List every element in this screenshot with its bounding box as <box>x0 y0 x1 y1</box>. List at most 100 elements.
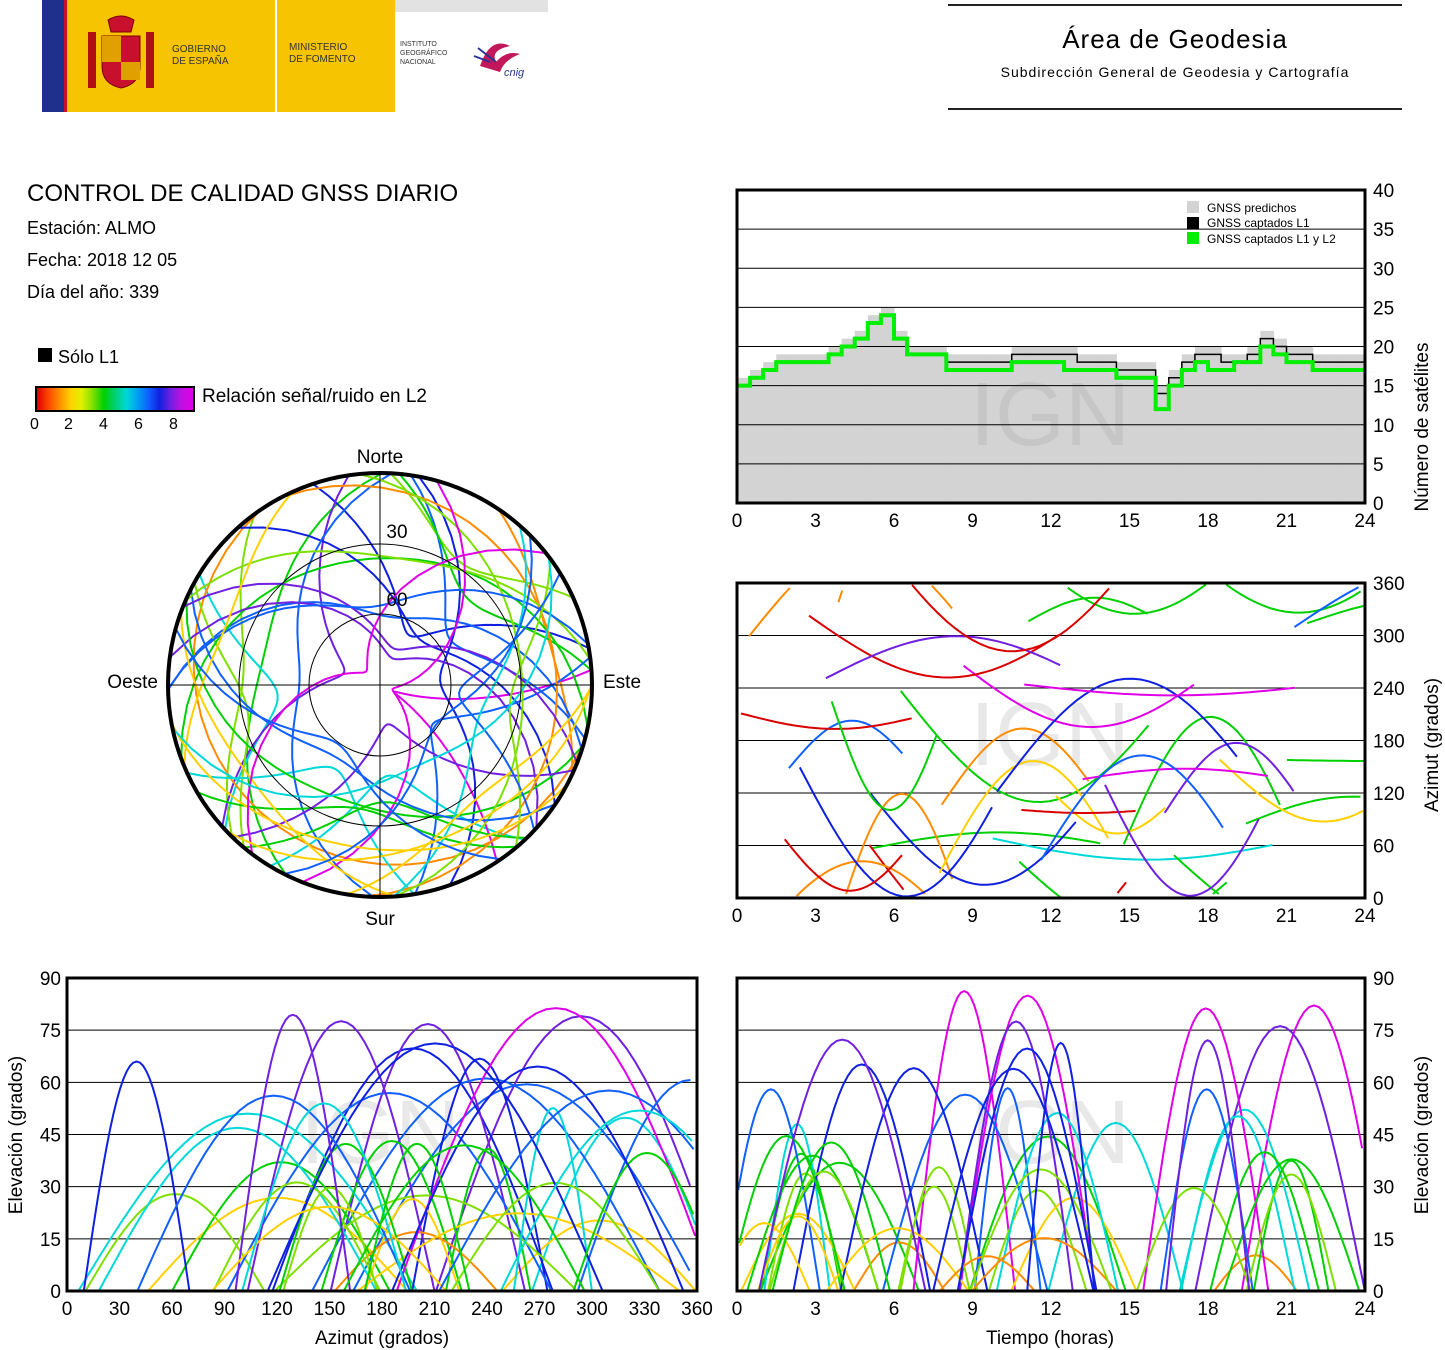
elevation-time-track <box>912 989 1017 1292</box>
x-tick-label: 18 <box>1197 1299 1218 1320</box>
sky-track <box>186 765 416 895</box>
predicted-bar <box>763 362 777 503</box>
elevation-time-track <box>1047 1121 1184 1292</box>
sky-track <box>185 598 585 819</box>
predicted-bar <box>750 369 764 503</box>
snr-colorbar <box>35 386 195 412</box>
y-tick-label: 75 <box>1373 1021 1394 1042</box>
et-tracks <box>737 989 1366 1292</box>
predicted-bar <box>985 354 1000 503</box>
elevation-azimuth-track <box>576 1079 691 1292</box>
x-tick-label: 270 <box>524 1299 556 1320</box>
sky-track <box>189 588 556 822</box>
y-tick-label: 90 <box>1373 969 1394 990</box>
az-y-ticks: 0 60 120 180 240 300 360 <box>1373 574 1405 910</box>
elevation-time-track <box>969 1168 1113 1292</box>
y-tick-label: 0 <box>1373 889 1384 910</box>
snr-tick: 4 <box>99 416 108 433</box>
sky-track <box>174 627 501 861</box>
predicted-bar <box>1155 385 1170 503</box>
y-tick-label: 40 <box>1373 181 1394 202</box>
snr-tick: 6 <box>134 416 143 433</box>
azimuth-track <box>783 838 903 892</box>
predicted-bar <box>959 354 973 503</box>
azimuth-track <box>748 585 953 897</box>
sky-track <box>169 601 539 829</box>
azimuth-track <box>837 590 954 895</box>
y-tick-label: 30 <box>40 1178 61 1199</box>
elevation-time-track <box>938 1255 1036 1292</box>
elevation-time-track <box>995 1111 1119 1292</box>
predicted-bar <box>894 330 908 503</box>
predicted-bar <box>972 354 987 503</box>
logo-separator <box>275 0 277 112</box>
predicted-bar <box>1273 338 1287 503</box>
x-tick-label: 21 <box>1276 906 1297 927</box>
elevation-time-track <box>738 1222 811 1292</box>
predicted-bar <box>1221 354 1235 503</box>
x-tick-label: 0 <box>62 1299 73 1320</box>
x-tick-label: 21 <box>1276 1299 1297 1320</box>
elevation-azimuth-track <box>136 1094 412 1292</box>
predicted-bar <box>1129 362 1144 503</box>
y-tick-label: 0 <box>50 1282 61 1303</box>
elevation-azimuth-track <box>363 1142 471 1292</box>
et-xlabel: Tiempo (horas) <box>986 1328 1114 1349</box>
elevation-azimuth-chart: IGN 0 30 60 90 120 150 180 210 240 270 300 330 360 0… <box>6 969 713 1349</box>
report-title: CONTROL DE CALIDAD GNSS DIARIO <box>27 180 459 207</box>
elevation-time-track <box>956 1047 1098 1292</box>
ministerio-text: MINISTERIO DE FOMENTO <box>289 42 356 65</box>
y-tick-label: 15 <box>1373 1230 1394 1251</box>
elevation-time-track <box>987 1189 1088 1292</box>
predicted-bar <box>1260 330 1274 503</box>
elevation-azimuth-track <box>211 1205 447 1292</box>
elevation-time-track <box>1252 1159 1330 1292</box>
elevation-time-track <box>1245 1173 1337 1292</box>
x-tick-label: 15 <box>1119 906 1140 927</box>
elevation-azimuth-track <box>234 1013 352 1292</box>
y-tick-label: 35 <box>1373 220 1394 241</box>
satellite-count-chart: IGN 0 3 6 9 12 15 18 21 24 0 5 10 15 20 25 30 35 40 Núme… <box>732 181 1433 532</box>
azimuth-track <box>1040 754 1224 861</box>
direction-east: Este <box>603 672 641 693</box>
elevation-azimuth-track <box>411 1057 549 1292</box>
sky-track <box>458 572 561 831</box>
predicted-bar <box>1168 369 1183 503</box>
azimuth-track <box>825 635 1061 680</box>
header-bottom-rule <box>948 108 1402 110</box>
x-tick-label: 3 <box>810 906 821 927</box>
elevation-time-track <box>737 1088 821 1292</box>
ea-xlabel: Azimut (grados) <box>315 1328 449 1349</box>
elevation-time-track <box>792 1063 932 1292</box>
elevation-time-track <box>958 1020 1074 1292</box>
x-tick-label: 9 <box>967 511 978 532</box>
sky-track <box>232 723 575 839</box>
x-tick-label: 0 <box>732 1299 743 1320</box>
elevation-time-track <box>1142 1007 1270 1292</box>
legend-l1l2-swatch <box>1187 232 1199 244</box>
ministerio-panel <box>277 0 395 112</box>
predicted-bar <box>802 354 816 503</box>
x-tick-label: 0 <box>732 906 743 927</box>
sky-track <box>226 513 256 838</box>
y-tick-label: 240 <box>1373 679 1405 700</box>
elevation-time-track <box>1240 1004 1364 1292</box>
x-tick-label: 330 <box>629 1299 661 1320</box>
az-ylabel: Azimut (grados) <box>1422 678 1443 812</box>
elevation-azimuth-track <box>241 1102 408 1292</box>
az-frame <box>735 581 1367 900</box>
predicted-bar <box>1077 354 1091 503</box>
predicted-bar <box>880 307 895 503</box>
y-tick-label: 15 <box>40 1230 61 1251</box>
snr-tick: 8 <box>169 416 178 433</box>
x-tick-label: 9 <box>967 906 978 927</box>
azimuth-track <box>1219 758 1364 823</box>
elevation-time-track <box>973 1086 1042 1292</box>
azimuth-track <box>808 614 1060 679</box>
cnig-logo-icon: cnig <box>473 43 525 79</box>
elevation-azimuth-track <box>311 1077 661 1292</box>
azimuth-track <box>1245 795 1361 825</box>
predicted-bar <box>854 330 869 503</box>
elevation-time-track <box>758 1038 927 1292</box>
